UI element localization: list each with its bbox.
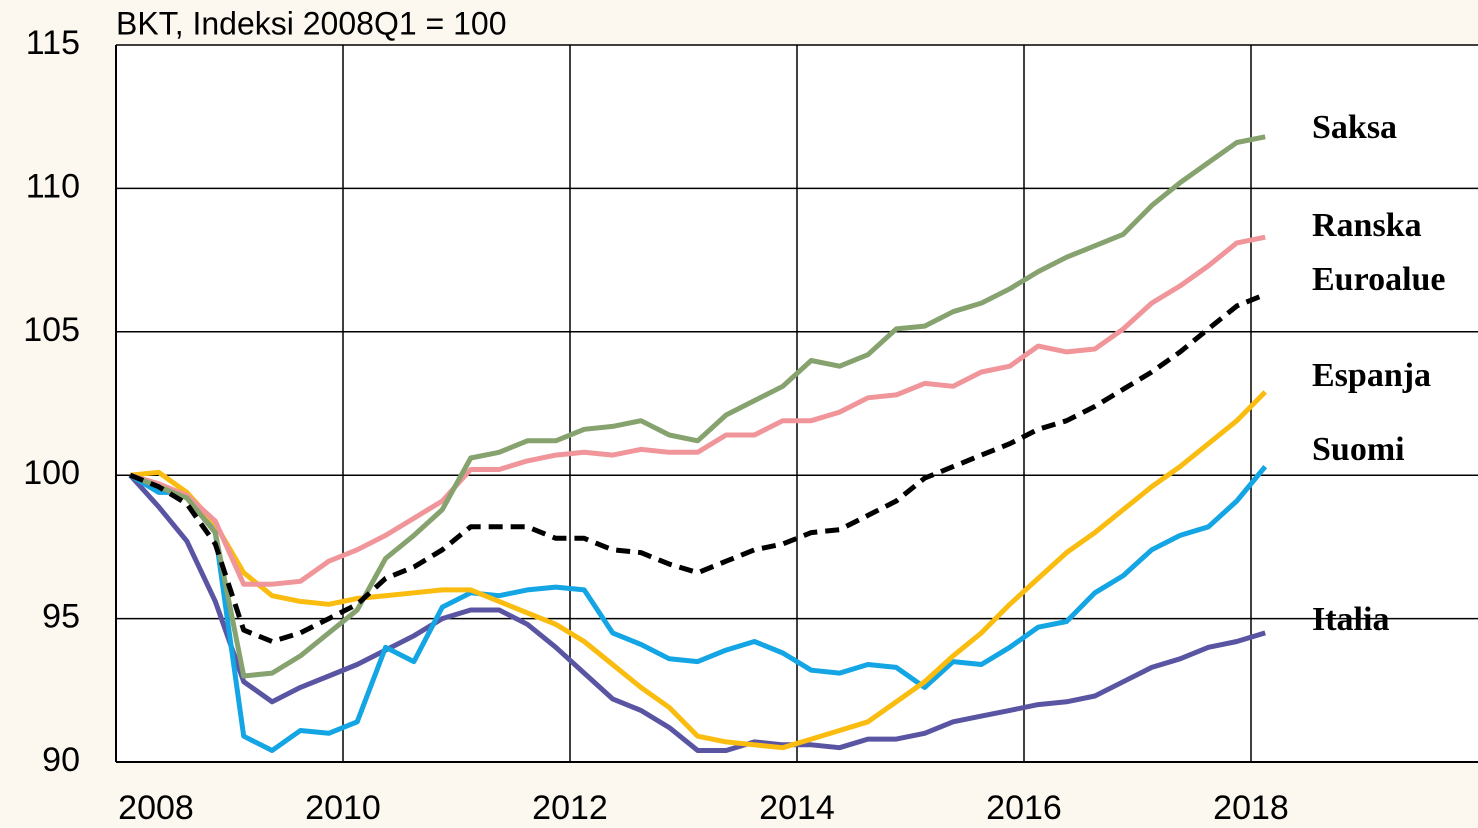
y-tick-label: 115 [26, 24, 80, 62]
series-label: Euroalue [1312, 261, 1446, 298]
series-label: Italia [1312, 601, 1389, 638]
y-tick-label: 110 [26, 167, 80, 205]
x-tick-label: 2018 [1213, 789, 1289, 827]
chart-title: BKT, Indeksi 2008Q1 = 100 [116, 5, 506, 41]
x-tick-label: 2008 [118, 789, 194, 827]
series-label: Saksa [1312, 109, 1397, 146]
y-tick-label: 90 [42, 741, 80, 779]
x-tick-label: 2010 [305, 789, 381, 827]
x-tick-label: 2016 [986, 789, 1062, 827]
y-tick-label: 95 [42, 598, 80, 636]
line [128, 473, 1266, 753]
series-label: Espanja [1312, 357, 1431, 394]
line [129, 234, 1266, 587]
y-tick-label: 105 [23, 311, 80, 349]
line [129, 134, 1266, 679]
series-label: Suomi [1312, 431, 1405, 468]
x-tick-label: 2012 [532, 789, 608, 827]
y-tick-label: 100 [23, 454, 80, 492]
x-tick-label: 2014 [759, 789, 835, 827]
line [129, 390, 1267, 751]
series-label: Ranska [1312, 207, 1422, 244]
line [128, 465, 1268, 753]
